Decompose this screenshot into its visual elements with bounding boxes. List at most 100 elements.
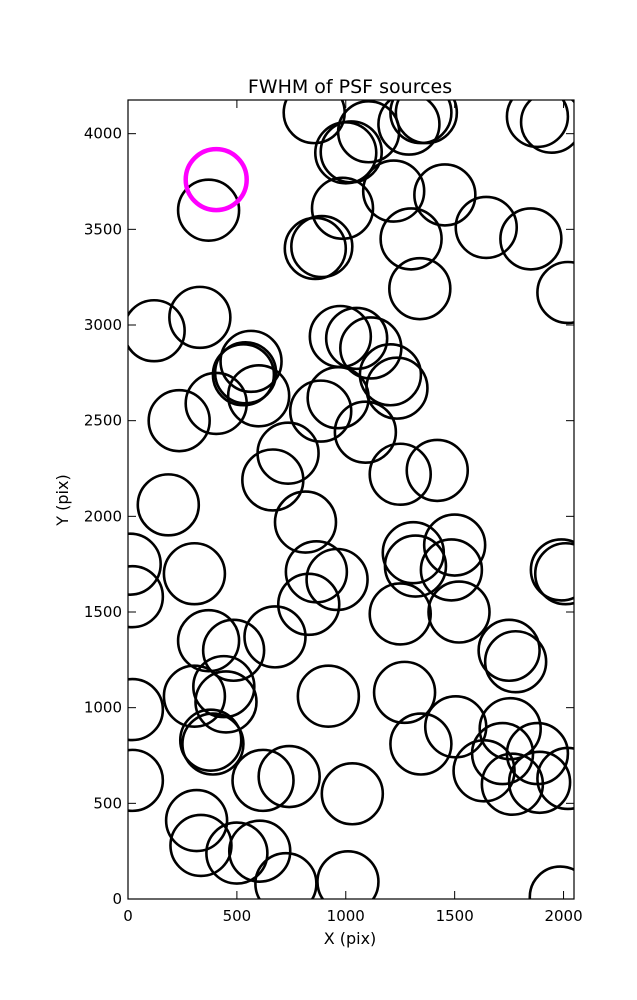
y-tick-label: 1500 bbox=[84, 603, 122, 621]
plot-frame bbox=[127, 99, 575, 900]
psf-source-circle bbox=[533, 541, 574, 606]
psf-source-circle bbox=[413, 163, 477, 227]
psf-source-circle bbox=[305, 547, 369, 612]
psf-source-circle bbox=[162, 664, 227, 728]
psf-source-circle bbox=[394, 100, 459, 145]
psf-source-circle bbox=[201, 618, 266, 683]
psf-source-circle bbox=[422, 513, 487, 577]
psf-source-circle bbox=[219, 329, 283, 394]
psf-source-circle bbox=[178, 708, 243, 772]
psf-source-circle bbox=[427, 580, 491, 644]
psf-source-circle bbox=[231, 748, 295, 813]
psf-source-circle bbox=[477, 618, 541, 683]
psf-source-circle bbox=[184, 371, 248, 436]
psf-source-circle bbox=[368, 582, 433, 646]
psf-source-circle bbox=[483, 629, 548, 694]
psf-source-circle bbox=[333, 400, 398, 464]
psf-source-circle bbox=[194, 670, 258, 734]
y-tick-label: 500 bbox=[93, 794, 122, 812]
chart-title: FWHM of PSF sources bbox=[248, 76, 452, 98]
psf-source-circle bbox=[283, 216, 348, 281]
psf-source-circle bbox=[368, 442, 433, 507]
psf-source-circle bbox=[257, 744, 321, 809]
psf-source-circle bbox=[324, 306, 389, 371]
psf-source-circle bbox=[227, 819, 292, 883]
axis-ticks: 0 500 1000 1500 2000 0 500 1000 1500 2000 2500 3000… bbox=[84, 100, 583, 925]
psf-source-circle bbox=[168, 285, 232, 350]
psf-source-circle bbox=[181, 712, 245, 776]
x-tick-label: 500 bbox=[223, 907, 252, 925]
y-tick-label: 3500 bbox=[84, 220, 122, 238]
y-tick-label: 2500 bbox=[84, 412, 122, 430]
psf-source-circle bbox=[454, 195, 519, 260]
psf-source-circle bbox=[273, 490, 338, 554]
x-tick-label: 2000 bbox=[544, 907, 582, 925]
psf-source-circle bbox=[536, 746, 574, 811]
psf-source-circle bbox=[288, 379, 353, 443]
psf-source-circle bbox=[379, 207, 443, 271]
y-tick-label: 4000 bbox=[84, 125, 122, 143]
psf-source-circle bbox=[339, 316, 403, 380]
psf-source-circle bbox=[226, 364, 291, 428]
y-axis-label: Y (pix) bbox=[53, 474, 72, 526]
psf-source-circle bbox=[405, 438, 470, 503]
psf-source-circle bbox=[296, 664, 361, 728]
psf-source-circle bbox=[528, 865, 574, 899]
psf-source-circle bbox=[128, 532, 162, 596]
y-tick-label: 1000 bbox=[84, 699, 122, 717]
psf-source-circle bbox=[147, 388, 211, 453]
psf-source-circle bbox=[389, 712, 453, 776]
psf-source-circle bbox=[536, 260, 574, 325]
psf-source-circle bbox=[308, 304, 373, 369]
psf-source-circle bbox=[507, 750, 572, 815]
plot-area bbox=[128, 100, 574, 899]
psf-source-circle bbox=[192, 654, 256, 719]
psf-source-circle bbox=[529, 538, 574, 602]
highlighted-source-circle bbox=[183, 146, 249, 213]
psf-source-circle bbox=[128, 677, 165, 742]
psf-source-circle bbox=[419, 538, 484, 602]
psf-source-circle bbox=[211, 342, 276, 407]
psf-source-circle bbox=[169, 813, 233, 878]
psf-source-circle bbox=[470, 721, 535, 786]
psf-source-circle bbox=[478, 696, 542, 761]
psf-source-circle bbox=[519, 100, 574, 154]
psf-source-circle bbox=[276, 572, 341, 637]
psf-source-circle bbox=[136, 473, 201, 537]
psf-source-circle bbox=[452, 739, 516, 803]
psf-source-circle bbox=[499, 207, 563, 271]
x-tick-label: 1000 bbox=[327, 907, 365, 925]
psf-source-circle bbox=[377, 100, 441, 156]
psf-source-circle bbox=[176, 178, 241, 242]
psf-source-circle bbox=[290, 214, 354, 279]
psf-source-circle bbox=[316, 850, 380, 899]
psf-source-circle bbox=[128, 564, 165, 629]
psf-source-circle bbox=[254, 851, 318, 899]
y-tick-label: 0 bbox=[112, 890, 122, 908]
psf-source-circle bbox=[336, 100, 401, 164]
psf-source-circle bbox=[306, 365, 370, 430]
psf-source-circle bbox=[205, 821, 269, 885]
psf-source-circle bbox=[128, 748, 165, 813]
psf-source-circle bbox=[361, 159, 426, 223]
x-tick-label: 1500 bbox=[436, 907, 474, 925]
psf-source-circle bbox=[241, 448, 305, 512]
psf-source-circle bbox=[320, 761, 385, 826]
psf-source-circle bbox=[388, 256, 452, 321]
psf-source-circle bbox=[383, 534, 448, 598]
psf-source-circle bbox=[162, 541, 227, 606]
psf-source-circle bbox=[372, 660, 437, 725]
x-axis-label: X (pix) bbox=[324, 929, 377, 948]
psf-source-circle bbox=[243, 605, 307, 669]
psf-source-circle bbox=[176, 608, 241, 673]
psf-source-circle bbox=[505, 100, 570, 149]
psf-source-circle bbox=[319, 120, 384, 184]
y-tick-label: 3000 bbox=[84, 316, 122, 334]
psf-source-circle bbox=[164, 788, 229, 853]
x-tick-label: 0 bbox=[123, 907, 133, 925]
y-tick-label: 2000 bbox=[84, 507, 122, 525]
psf-source-circle bbox=[423, 695, 488, 759]
psf-source-circle bbox=[310, 176, 375, 241]
psf-source-circle bbox=[128, 298, 186, 363]
